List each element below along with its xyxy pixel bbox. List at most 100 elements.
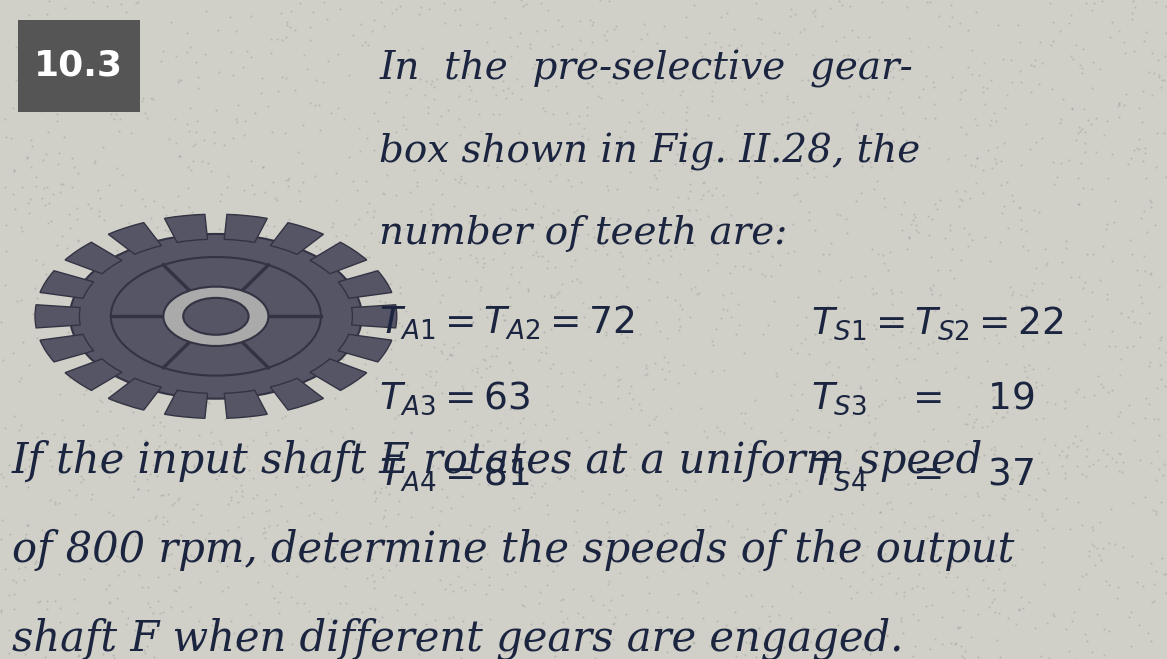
Point [440, 349, 459, 359]
Point [279, 181, 298, 191]
Point [231, 274, 250, 285]
Point [111, 89, 130, 100]
Point [210, 316, 229, 326]
Point [60, 209, 78, 219]
Point [478, 159, 497, 170]
Point [195, 534, 214, 544]
Point [1154, 75, 1167, 86]
Point [75, 389, 93, 399]
Point [753, 214, 771, 224]
Point [405, 165, 424, 175]
Point [1020, 503, 1039, 514]
Point [808, 131, 826, 142]
Point [943, 244, 962, 254]
Point [890, 376, 909, 387]
Point [51, 179, 70, 190]
Point [197, 337, 216, 347]
Point [426, 276, 445, 287]
Point [177, 28, 196, 38]
Point [309, 100, 328, 110]
Point [909, 569, 928, 579]
Point [235, 257, 253, 268]
Point [943, 71, 962, 82]
Point [494, 84, 512, 95]
Point [1098, 115, 1117, 126]
Wedge shape [271, 378, 323, 410]
Point [135, 200, 154, 211]
Point [974, 510, 993, 521]
Point [286, 84, 305, 95]
Point [516, 179, 534, 189]
Point [378, 323, 397, 333]
Point [187, 393, 205, 403]
Point [71, 626, 90, 637]
Point [385, 152, 404, 162]
Point [0, 625, 18, 635]
Point [1009, 604, 1028, 615]
Point [159, 287, 177, 297]
Point [1033, 557, 1051, 567]
Point [1093, 382, 1112, 392]
Point [684, 637, 703, 647]
Point [501, 403, 519, 414]
Point [510, 128, 529, 138]
Point [1124, 341, 1142, 352]
Point [43, 270, 62, 281]
Point [987, 408, 1006, 418]
Point [154, 266, 173, 276]
Point [1118, 312, 1137, 323]
Point [113, 28, 132, 39]
Point [868, 488, 887, 498]
Point [801, 349, 819, 359]
Point [889, 393, 908, 403]
Point [433, 289, 452, 300]
Point [218, 499, 237, 509]
Point [1138, 627, 1156, 638]
Point [720, 268, 739, 278]
Point [580, 399, 599, 409]
Point [1014, 341, 1033, 351]
Point [623, 45, 642, 56]
Point [1096, 575, 1114, 586]
Point [0, 317, 11, 328]
Point [819, 301, 838, 311]
Point [103, 530, 121, 541]
Point [128, 0, 147, 7]
Point [1156, 347, 1167, 357]
Point [228, 26, 246, 36]
Point [200, 347, 218, 357]
Point [170, 442, 189, 452]
Point [110, 368, 128, 379]
Point [1096, 461, 1114, 471]
Point [878, 631, 896, 641]
Point [170, 257, 189, 268]
Point [510, 418, 529, 428]
Point [543, 41, 561, 51]
Point [250, 626, 268, 637]
Point [211, 345, 230, 356]
Point [1110, 407, 1128, 418]
Point [330, 598, 349, 608]
Point [753, 128, 771, 138]
Point [469, 68, 488, 78]
Point [871, 506, 889, 517]
Point [137, 437, 155, 447]
Point [513, 1, 532, 11]
Point [457, 562, 476, 573]
Point [605, 24, 623, 34]
Point [1103, 256, 1121, 266]
Point [740, 637, 759, 647]
Point [1025, 61, 1043, 71]
Point [805, 5, 824, 15]
Point [1091, 517, 1110, 527]
Point [256, 527, 274, 537]
Point [874, 538, 893, 549]
Point [956, 418, 974, 429]
Point [511, 634, 530, 645]
Point [159, 339, 177, 350]
Point [610, 59, 629, 70]
Point [830, 210, 848, 221]
Point [949, 621, 967, 632]
Point [922, 484, 941, 495]
Point [378, 169, 397, 180]
